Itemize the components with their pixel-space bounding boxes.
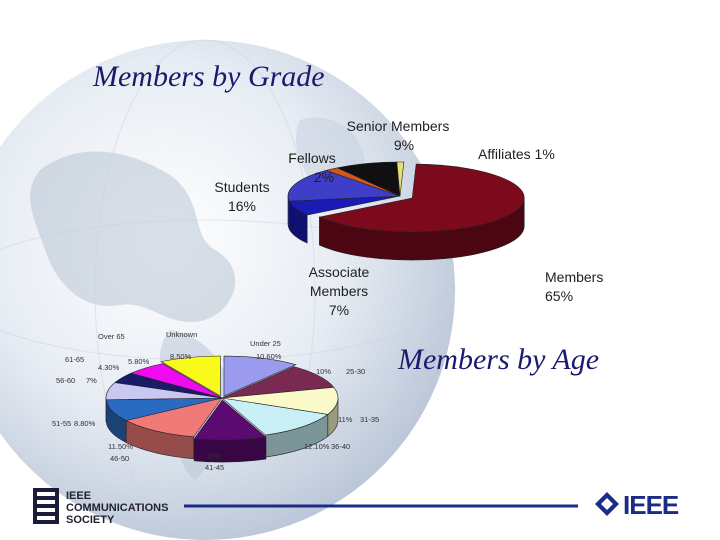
age-slice-a31_35 <box>221 386 339 415</box>
age-label-36-40-cat: 36-40 <box>331 442 351 451</box>
grade-slice-students <box>287 170 401 202</box>
chart-title-grade: Members by Grade <box>93 60 325 93</box>
age-label-25-30-cat: 25-30 <box>346 367 366 376</box>
label-senior-members: Senior Members 9% <box>346 118 450 153</box>
grade-slice-members <box>318 163 525 233</box>
age-label-36-40-pct: 12.10% <box>304 442 330 451</box>
age-label-56-60-pct: 7% <box>86 376 97 385</box>
age-slice-a36_40 <box>220 397 329 436</box>
age-label-under25-cat: Under 25 <box>250 339 281 348</box>
label-students: Students 16% <box>214 179 270 214</box>
age-label-31-35-cat: 31-35 <box>360 415 380 424</box>
age-label-over65-pct: 5.80% <box>128 357 150 366</box>
footer-org-line-1: IEEE <box>66 490 92 502</box>
age-label-unknown-cat: Unknown <box>166 330 198 339</box>
age-label-46-50-cat: 46-50 <box>110 454 130 463</box>
age-slice-a41_45 <box>193 399 267 441</box>
footer-bar <box>33 488 619 524</box>
age-label-61-65-cat: 61-65 <box>65 355 85 364</box>
age-side-a41_45 <box>193 436 267 463</box>
age-label-25-30-pct: 10% <box>316 367 332 376</box>
age-label-41-45-cat: 41-45 <box>205 463 225 472</box>
age-label-41-45-pct: 10% <box>206 452 222 461</box>
label-associate-members: Associate Members 7% <box>308 264 370 318</box>
age-label-51-55-pct: 8.80% <box>74 419 96 428</box>
grade-slice-affiliates <box>396 161 405 197</box>
age-label-61-65-pct: 4.30% <box>98 363 120 372</box>
label-fellows: Fellows 2% <box>288 150 336 185</box>
age-label-under25-pct: 10.60% <box>256 352 282 361</box>
age-slice-a25_30 <box>221 366 335 399</box>
age-label-56-60-cat: 56-60 <box>56 376 76 385</box>
ieee-brand: IEEE <box>623 490 679 520</box>
age-label-31-35-pct: 11% <box>338 415 353 424</box>
footer-org-line-3: SOCIETY <box>66 514 115 526</box>
age-slice-over65 <box>130 363 223 399</box>
ieee-diamond-icon <box>595 492 619 516</box>
label-members: Members 65% <box>545 269 604 304</box>
age-label-51-55-cat: 51-55 <box>52 419 72 428</box>
footer-org-line-2: COMMUNICATIONS <box>66 502 169 514</box>
age-label-unknown-pct: 8.50% <box>170 352 192 361</box>
chart-title-age: Members by Age <box>398 343 600 376</box>
age-slice-a46_50 <box>125 397 223 438</box>
age-label-46-50-pct: 11.50% <box>108 442 133 451</box>
age-label-over65-cat: Over 65 <box>98 332 125 341</box>
age-slice-unknown <box>160 355 221 397</box>
age-slice-under25 <box>223 355 297 397</box>
label-affiliates: Affiliates 1% <box>478 146 555 162</box>
comsoc-logo-icon <box>33 488 59 524</box>
